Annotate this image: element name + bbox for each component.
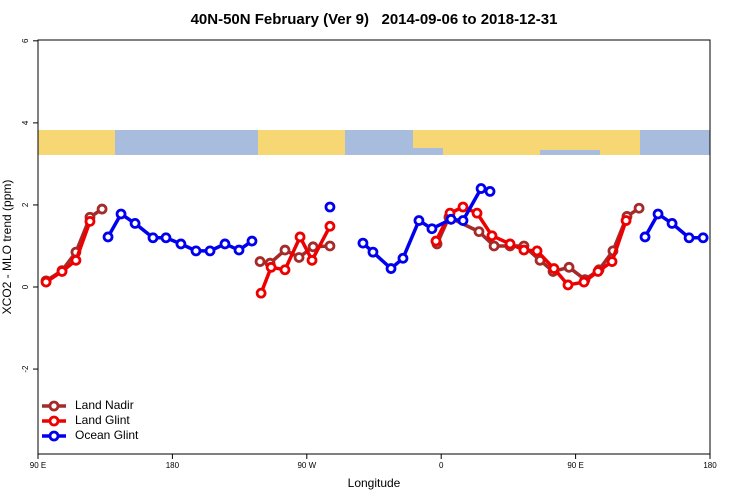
data-point [56, 266, 68, 277]
data-point [294, 231, 306, 243]
x-tick-label: 0 [439, 461, 444, 470]
data-point [219, 238, 231, 250]
data-point [578, 276, 590, 288]
data-point [518, 244, 530, 256]
legend-label: Land Glint [75, 413, 130, 427]
data-point [204, 245, 216, 257]
data-point [639, 231, 651, 243]
data-point [246, 235, 258, 247]
data-point [430, 235, 442, 247]
data-point [279, 264, 291, 276]
data-point [426, 223, 438, 235]
x-axis-label: Longitude [348, 476, 401, 490]
data-point [254, 256, 266, 267]
map-strip [38, 130, 710, 155]
y-tick-label: 2 [21, 202, 30, 207]
data-point [307, 241, 319, 253]
data-point [367, 246, 379, 258]
data-point [160, 232, 172, 244]
legend-marker [48, 400, 60, 412]
data-point [457, 215, 469, 226]
data-point [484, 186, 496, 197]
data-point [563, 261, 575, 273]
data-point [666, 218, 678, 229]
legend-marker [48, 415, 60, 427]
data-point [548, 263, 560, 274]
data-point [633, 202, 645, 214]
y-tick-label: 6 [21, 38, 30, 43]
data-point [504, 238, 516, 250]
data-point [175, 238, 187, 250]
data-point [413, 215, 425, 226]
data-point [562, 279, 574, 291]
data-point [697, 232, 709, 244]
data-point [324, 201, 336, 213]
data-point [233, 244, 245, 256]
y-tick-label: -2 [21, 365, 30, 373]
y-tick-label: 0 [21, 284, 30, 289]
data-point [652, 208, 664, 220]
data-point [473, 226, 485, 238]
x-tick-label: 90 W [297, 461, 316, 470]
y-axis-label: XCO2 - MLO trend (ppm) [0, 180, 14, 315]
data-point [102, 231, 114, 243]
x-tick-label: 90 E [567, 461, 583, 470]
data-point [279, 244, 291, 256]
data-point [606, 256, 618, 267]
legend-marker [48, 430, 60, 442]
data-point [265, 261, 277, 273]
data-point [457, 201, 469, 213]
data-point [255, 287, 267, 299]
data-point [96, 203, 108, 215]
legend-label: Ocean Glint [75, 428, 139, 442]
plot-frame [37, 39, 711, 455]
data-point [129, 218, 141, 229]
y-tick-label: 4 [21, 120, 30, 125]
data-point [445, 213, 457, 225]
x-tick-label: 180 [166, 461, 180, 470]
data-point [486, 230, 498, 242]
data-point [70, 254, 82, 266]
chart-title: 40N-50N February (Ver 9) 2014-09-06 to 2… [191, 11, 558, 28]
data-point [397, 252, 409, 264]
data-point [475, 183, 487, 194]
x-tick-label: 180 [703, 461, 717, 470]
data-point [683, 232, 695, 244]
x-tick-label: 90 E [30, 461, 46, 470]
legend-label: Land Nadir [75, 398, 134, 412]
data-point [40, 276, 52, 288]
data-point [84, 215, 96, 227]
data-point [620, 215, 632, 226]
data-point [293, 252, 305, 263]
data-point [115, 208, 127, 220]
data-point [385, 263, 397, 274]
data-point [488, 240, 500, 252]
data-point [147, 232, 159, 244]
data-point [306, 254, 318, 266]
data-point [324, 220, 336, 232]
data-point [471, 207, 483, 219]
data-point [531, 245, 543, 257]
data-point [357, 237, 369, 249]
data-point [592, 266, 604, 277]
data-point [190, 245, 202, 257]
data-point [324, 240, 336, 252]
